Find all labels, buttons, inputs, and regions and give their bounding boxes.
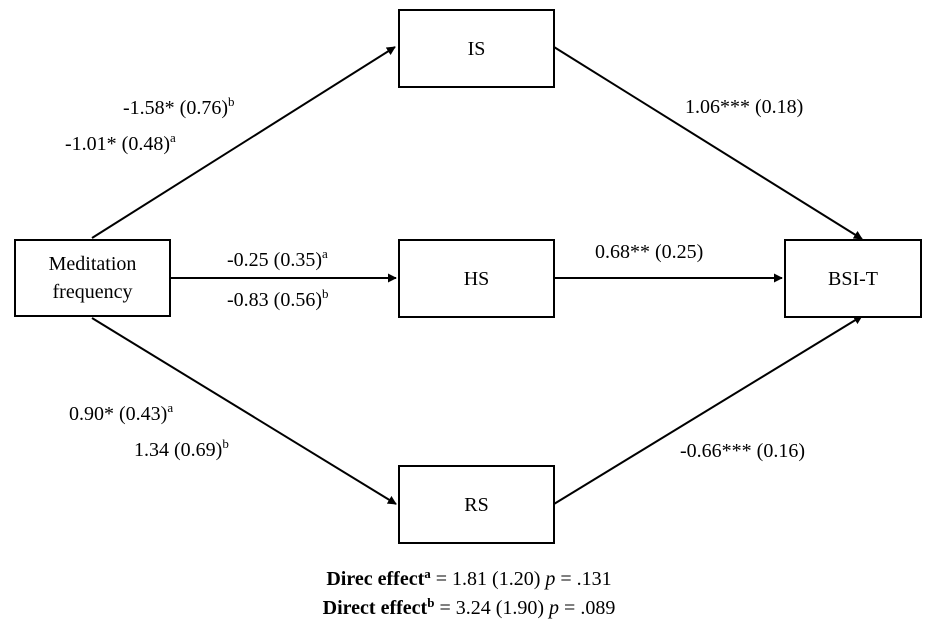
node-bsi-t-label: BSI-T bbox=[828, 267, 878, 290]
direct-effect-a-estimate: = 1.81 (1.20) bbox=[430, 568, 546, 590]
node-rs: RS bbox=[398, 465, 555, 544]
coef-to-hs-b-value: -0.83 (0.56) bbox=[227, 289, 322, 311]
node-meditation-frequency-line2: frequency bbox=[52, 281, 133, 303]
coef-to-rs-a-sup: a bbox=[167, 400, 174, 415]
coef-to-is-a: -1.01* (0.48)a bbox=[65, 130, 176, 155]
coef-to-hs-a-sup: a bbox=[321, 246, 328, 261]
coef-hs-to-outcome: 0.68** (0.25) bbox=[595, 241, 703, 263]
coef-to-is-a-value: -1.01* (0.48) bbox=[65, 133, 170, 155]
arrow-predictor-to-rs bbox=[91, 317, 397, 505]
node-meditation-frequency-line1: Meditation bbox=[48, 253, 137, 275]
coef-hs-to-outcome-value: 0.68** (0.25) bbox=[595, 241, 704, 263]
direct-effect-b: Direct effectb = 3.24 (1.90) p = .089 bbox=[0, 595, 938, 620]
node-hs-label: HS bbox=[463, 267, 490, 290]
node-hs: HS bbox=[398, 239, 555, 318]
coef-to-hs-b: -0.83 (0.56)b bbox=[227, 286, 329, 311]
node-is: IS bbox=[398, 9, 555, 88]
coef-to-is-b-value: -1.58* (0.76) bbox=[123, 97, 228, 119]
coef-is-to-outcome: 1.06*** (0.18) bbox=[685, 96, 803, 118]
coef-is-to-outcome-value: 1.06*** (0.18) bbox=[685, 96, 804, 118]
node-is-label: IS bbox=[467, 37, 486, 60]
arrow-predictor-to-is bbox=[91, 46, 396, 239]
direct-effect-b-estimate: = 3.24 (1.90) bbox=[434, 597, 550, 619]
arrow-rs-to-outcome bbox=[553, 315, 863, 505]
direct-effect-a-p-symbol: p bbox=[545, 568, 556, 590]
coef-to-is-b-sup: b bbox=[227, 94, 235, 109]
coef-to-rs-b-value: 1.34 (0.69) bbox=[134, 439, 223, 461]
direct-effect-a-p-value: = .131 bbox=[555, 568, 612, 590]
coef-to-is-a-sup: a bbox=[169, 130, 176, 145]
direct-effect-a: Direc effecta = 1.81 (1.20) p = .131 bbox=[0, 566, 938, 591]
direct-effect-b-label: Direct effect bbox=[322, 597, 428, 619]
direct-effect-a-sup: a bbox=[424, 566, 431, 581]
coef-to-rs-b: 1.34 (0.69)b bbox=[134, 436, 229, 461]
node-bsi-t: BSI-T bbox=[784, 239, 922, 318]
coef-to-rs-b-sup: b bbox=[222, 436, 229, 451]
coef-to-hs-a-value: -0.25 (0.35) bbox=[227, 249, 322, 271]
coef-rs-to-outcome-value: -0.66*** (0.16) bbox=[680, 440, 805, 462]
direct-effect-a-label: Direc effect bbox=[326, 568, 425, 590]
node-rs-label: RS bbox=[464, 493, 489, 516]
coef-rs-to-outcome: -0.66*** (0.16) bbox=[680, 440, 805, 462]
arrow-is-to-outcome bbox=[553, 46, 863, 240]
coef-to-is-b: -1.58* (0.76)b bbox=[123, 94, 235, 119]
coef-to-hs-b-sup: b bbox=[321, 286, 329, 301]
node-meditation-frequency: Meditation frequency bbox=[14, 239, 171, 317]
coef-to-hs-a: -0.25 (0.35)a bbox=[227, 246, 328, 271]
direct-effect-b-sup: b bbox=[427, 595, 435, 610]
coef-to-rs-a: 0.90* (0.43)a bbox=[69, 400, 174, 425]
direct-effect-b-p-value: = .089 bbox=[559, 597, 616, 619]
coef-to-rs-a-value: 0.90* (0.43) bbox=[69, 403, 168, 425]
direct-effect-b-p-symbol: p bbox=[549, 597, 560, 619]
